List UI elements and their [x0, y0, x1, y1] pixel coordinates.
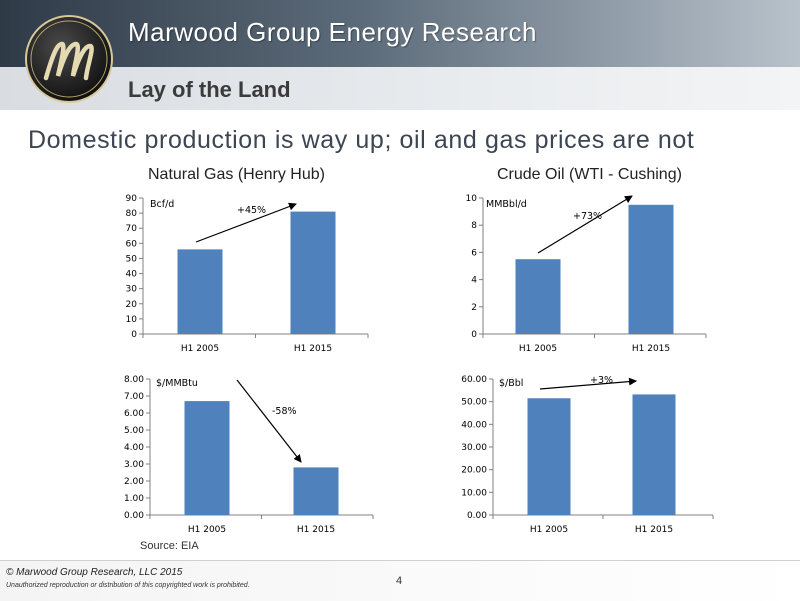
- trend-arrow: [539, 377, 637, 390]
- x-tick-label: H1 2015: [635, 525, 673, 535]
- y-tick-label: 1.00: [124, 494, 144, 504]
- trend-arrow: [195, 202, 297, 243]
- y-tick-label: 2: [471, 303, 477, 313]
- y-tick-label: 10: [466, 194, 478, 204]
- y-tick-label: 40: [126, 270, 138, 280]
- change-annotation: +3%: [590, 375, 613, 386]
- trend-arrow: [537, 195, 633, 254]
- y-unit-label: $/Bbl: [499, 378, 523, 389]
- x-tick-label: H1 2005: [188, 525, 226, 535]
- y-tick-label: 7.00: [124, 392, 144, 402]
- y-tick-label: 8: [471, 221, 477, 231]
- x-tick-label: H1 2005: [530, 525, 568, 535]
- bar: [290, 211, 336, 334]
- bar: [527, 398, 571, 515]
- bar: [293, 467, 339, 515]
- bar: [632, 394, 676, 515]
- copyright-text: © Marwood Group Research, LLC 2015: [6, 567, 183, 578]
- page-number: 4: [396, 575, 403, 587]
- y-tick-label: 6.00: [124, 409, 144, 419]
- x-tick-label: H1 2015: [632, 344, 670, 354]
- chart-title-oil-production: Crude Oil (WTI - Cushing): [497, 166, 682, 183]
- chart-gas-production: 0 10 20 30 40 50 60 70 80 90 H1 2005 H1 2015 Bcf/d +4…: [126, 194, 369, 354]
- y-tick-label: 4.00: [124, 443, 144, 453]
- y-tick-label: 6: [471, 248, 477, 258]
- y-tick-label: 80: [126, 209, 138, 219]
- bar: [184, 401, 230, 515]
- y-tick-label: 90: [126, 194, 138, 204]
- copyright-notice: Unauthorized reproduction or distributio…: [6, 582, 250, 589]
- subheader-bar: [0, 67, 800, 110]
- trend-arrow: [236, 379, 302, 463]
- chart-oil-price: 0.00 10.00 20.00 30.00 40.00 50.00 60.00 H1 200…: [461, 375, 714, 535]
- y-tick-label: 0.00: [124, 511, 144, 521]
- y-unit-label: MMBbl/d: [486, 199, 527, 210]
- y-tick-label: 0.00: [467, 511, 487, 521]
- bar: [628, 204, 674, 334]
- header-bar: [0, 0, 800, 67]
- change-annotation: +73%: [573, 211, 602, 222]
- x-tick-label: H1 2005: [181, 344, 219, 354]
- y-unit-label: $/MMBtu: [156, 378, 198, 389]
- y-tick-label: 40.00: [461, 420, 487, 430]
- chart-title-gas-production: Natural Gas (Henry Hub): [148, 166, 325, 183]
- x-tick-label: H1 2015: [297, 525, 335, 535]
- y-tick-label: 10.00: [461, 488, 487, 498]
- y-tick-label: 0: [471, 330, 477, 340]
- section-title: Lay of the Land: [128, 77, 291, 102]
- change-annotation: +45%: [237, 205, 266, 216]
- y-tick-label: 3.00: [124, 460, 144, 470]
- slide-headline: Domestic production is way up; oil and g…: [28, 126, 695, 154]
- company-logo: [25, 15, 113, 103]
- y-tick-label: 30: [126, 285, 138, 295]
- y-tick-label: 10: [126, 315, 138, 325]
- y-tick-label: 60: [126, 239, 138, 249]
- y-tick-label: 5.00: [124, 426, 144, 436]
- y-tick-label: 70: [126, 224, 138, 234]
- y-tick-label: 20: [126, 300, 138, 310]
- bar: [177, 249, 223, 334]
- x-tick-label: H1 2015: [294, 344, 332, 354]
- y-tick-label: 20.00: [461, 466, 487, 476]
- y-tick-label: 50.00: [461, 398, 487, 408]
- company-name: Marwood Group Energy Research: [128, 17, 538, 47]
- y-tick-label: 30.00: [461, 443, 487, 453]
- y-tick-label: 60.00: [461, 375, 487, 385]
- footer-bar: [0, 560, 800, 601]
- y-tick-label: 2.00: [124, 477, 144, 487]
- y-tick-label: 50: [126, 254, 138, 264]
- bar: [515, 259, 561, 334]
- y-tick-label: 8.00: [124, 375, 144, 385]
- y-tick-label: 4: [471, 276, 477, 286]
- x-tick-label: H1 2005: [519, 344, 557, 354]
- y-tick-label: 0: [131, 330, 137, 340]
- chart-oil-production: 0 2 4 6 8 10 H1 2005 H1 2015 MMBbl/d +73%: [466, 194, 707, 354]
- change-annotation: -58%: [272, 406, 297, 417]
- y-unit-label: Bcf/d: [150, 199, 174, 210]
- chart-gas-price: 0.00 1.00 2.00 3.00 4.00 5.00 6.00 7.00 8.00 H1 2…: [124, 375, 374, 535]
- source-note: Source: EIA: [140, 540, 199, 552]
